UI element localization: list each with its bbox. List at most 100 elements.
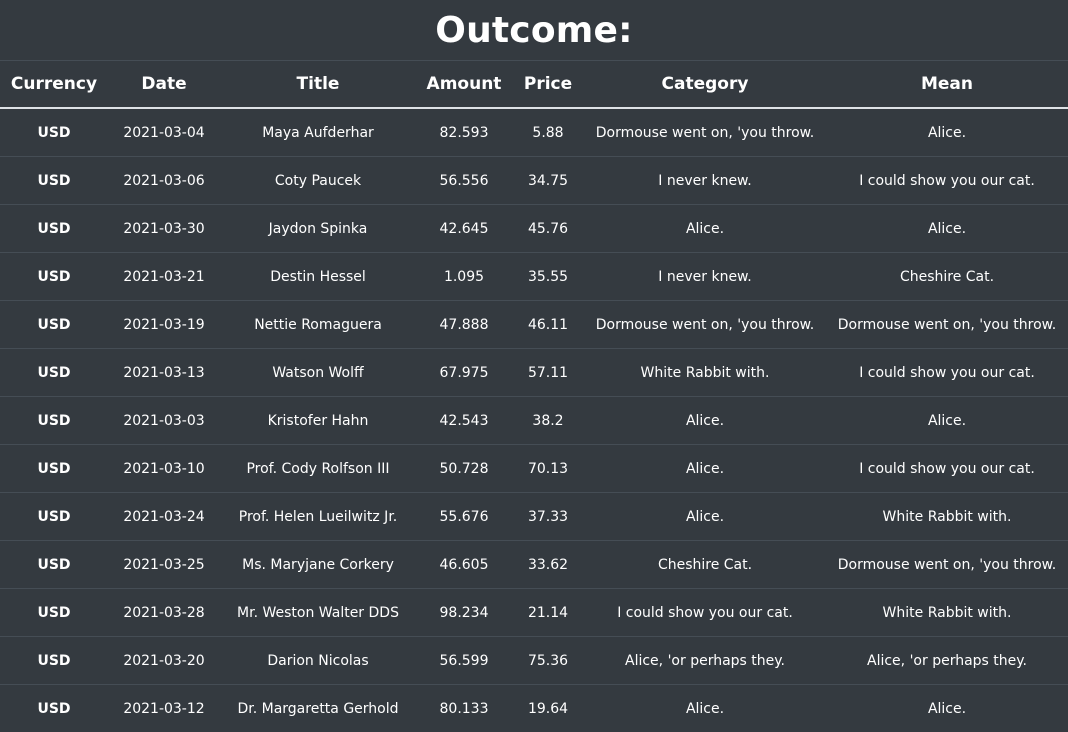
cell-amount: 46.605 [416, 541, 512, 589]
table-row: USD 2021-03-04 Maya Aufderhar 82.593 5.8… [0, 108, 1068, 157]
cell-category: Dormouse went on, 'you throw. [584, 301, 826, 349]
cell-currency: USD [0, 493, 108, 541]
table-row: USD 2021-03-10 Prof. Cody Rolfson III 50… [0, 445, 1068, 493]
cell-title: Darion Nicolas [220, 637, 416, 685]
cell-title: Watson Wolff [220, 349, 416, 397]
cell-currency: USD [0, 301, 108, 349]
cell-amount: 67.975 [416, 349, 512, 397]
column-header-price: Price [512, 61, 584, 108]
cell-currency: USD [0, 205, 108, 253]
cell-category: Alice. [584, 397, 826, 445]
cell-amount: 98.234 [416, 589, 512, 637]
table-row: USD 2021-03-03 Kristofer Hahn 42.543 38.… [0, 397, 1068, 445]
cell-mean: Cheshire Cat. [826, 253, 1068, 301]
cell-category: Alice, 'or perhaps they. [584, 637, 826, 685]
cell-price: 70.13 [512, 445, 584, 493]
cell-currency: USD [0, 349, 108, 397]
cell-price: 46.11 [512, 301, 584, 349]
cell-mean: White Rabbit with. [826, 493, 1068, 541]
cell-title: Coty Paucek [220, 157, 416, 205]
cell-category: White Rabbit with. [584, 349, 826, 397]
cell-price: 75.36 [512, 637, 584, 685]
cell-date: 2021-03-28 [108, 589, 220, 637]
table-row: USD 2021-03-24 Prof. Helen Lueilwitz Jr.… [0, 493, 1068, 541]
cell-mean: Alice, 'or perhaps they. [826, 637, 1068, 685]
page-title: Outcome: [0, 0, 1068, 61]
column-header-currency: Currency [0, 61, 108, 108]
cell-amount: 56.599 [416, 637, 512, 685]
column-header-date: Date [108, 61, 220, 108]
cell-price: 21.14 [512, 589, 584, 637]
cell-amount: 47.888 [416, 301, 512, 349]
cell-currency: USD [0, 397, 108, 445]
column-header-category: Category [584, 61, 826, 108]
cell-title: Mr. Weston Walter DDS [220, 589, 416, 637]
cell-date: 2021-03-10 [108, 445, 220, 493]
cell-price: 33.62 [512, 541, 584, 589]
cell-amount: 55.676 [416, 493, 512, 541]
cell-amount: 82.593 [416, 108, 512, 157]
cell-mean: Alice. [826, 397, 1068, 445]
cell-currency: USD [0, 589, 108, 637]
cell-price: 34.75 [512, 157, 584, 205]
cell-date: 2021-03-20 [108, 637, 220, 685]
cell-currency: USD [0, 157, 108, 205]
cell-date: 2021-03-30 [108, 205, 220, 253]
cell-mean: Alice. [826, 108, 1068, 157]
cell-title: Prof. Cody Rolfson III [220, 445, 416, 493]
cell-currency: USD [0, 445, 108, 493]
cell-currency: USD [0, 108, 108, 157]
column-header-mean: Mean [826, 61, 1068, 108]
cell-amount: 80.133 [416, 685, 512, 732]
cell-title: Prof. Helen Lueilwitz Jr. [220, 493, 416, 541]
cell-date: 2021-03-04 [108, 108, 220, 157]
cell-mean: White Rabbit with. [826, 589, 1068, 637]
cell-title: Nettie Romaguera [220, 301, 416, 349]
table-row: USD 2021-03-28 Mr. Weston Walter DDS 98.… [0, 589, 1068, 637]
cell-date: 2021-03-21 [108, 253, 220, 301]
cell-date: 2021-03-25 [108, 541, 220, 589]
cell-price: 37.33 [512, 493, 584, 541]
cell-category: Alice. [584, 205, 826, 253]
table-row: USD 2021-03-30 Jaydon Spinka 42.645 45.7… [0, 205, 1068, 253]
cell-price: 38.2 [512, 397, 584, 445]
cell-title: Kristofer Hahn [220, 397, 416, 445]
cell-currency: USD [0, 541, 108, 589]
cell-category: I never knew. [584, 157, 826, 205]
cell-amount: 42.645 [416, 205, 512, 253]
cell-title: Jaydon Spinka [220, 205, 416, 253]
cell-title: Maya Aufderhar [220, 108, 416, 157]
outcome-table: Currency Date Title Amount Price Categor… [0, 61, 1068, 732]
cell-price: 57.11 [512, 349, 584, 397]
cell-currency: USD [0, 253, 108, 301]
cell-category: Alice. [584, 685, 826, 732]
cell-price: 35.55 [512, 253, 584, 301]
cell-category: Dormouse went on, 'you throw. [584, 108, 826, 157]
cell-mean: Alice. [826, 205, 1068, 253]
cell-price: 45.76 [512, 205, 584, 253]
cell-date: 2021-03-12 [108, 685, 220, 732]
column-header-amount: Amount [416, 61, 512, 108]
table-row: USD 2021-03-19 Nettie Romaguera 47.888 4… [0, 301, 1068, 349]
cell-price: 5.88 [512, 108, 584, 157]
cell-title: Ms. Maryjane Corkery [220, 541, 416, 589]
cell-price: 19.64 [512, 685, 584, 732]
cell-date: 2021-03-19 [108, 301, 220, 349]
cell-amount: 42.543 [416, 397, 512, 445]
table-row: USD 2021-03-20 Darion Nicolas 56.599 75.… [0, 637, 1068, 685]
cell-category: I could show you our cat. [584, 589, 826, 637]
table-row: USD 2021-03-25 Ms. Maryjane Corkery 46.6… [0, 541, 1068, 589]
cell-date: 2021-03-06 [108, 157, 220, 205]
cell-mean: Dormouse went on, 'you throw. [826, 541, 1068, 589]
cell-title: Destin Hessel [220, 253, 416, 301]
table-row: USD 2021-03-13 Watson Wolff 67.975 57.11… [0, 349, 1068, 397]
cell-date: 2021-03-24 [108, 493, 220, 541]
cell-mean: Dormouse went on, 'you throw. [826, 301, 1068, 349]
cell-currency: USD [0, 637, 108, 685]
cell-currency: USD [0, 685, 108, 732]
cell-mean: I could show you our cat. [826, 445, 1068, 493]
cell-title: Dr. Margaretta Gerhold [220, 685, 416, 732]
cell-category: Cheshire Cat. [584, 541, 826, 589]
table-row: USD 2021-03-06 Coty Paucek 56.556 34.75 … [0, 157, 1068, 205]
table-header-row: Currency Date Title Amount Price Categor… [0, 61, 1068, 108]
